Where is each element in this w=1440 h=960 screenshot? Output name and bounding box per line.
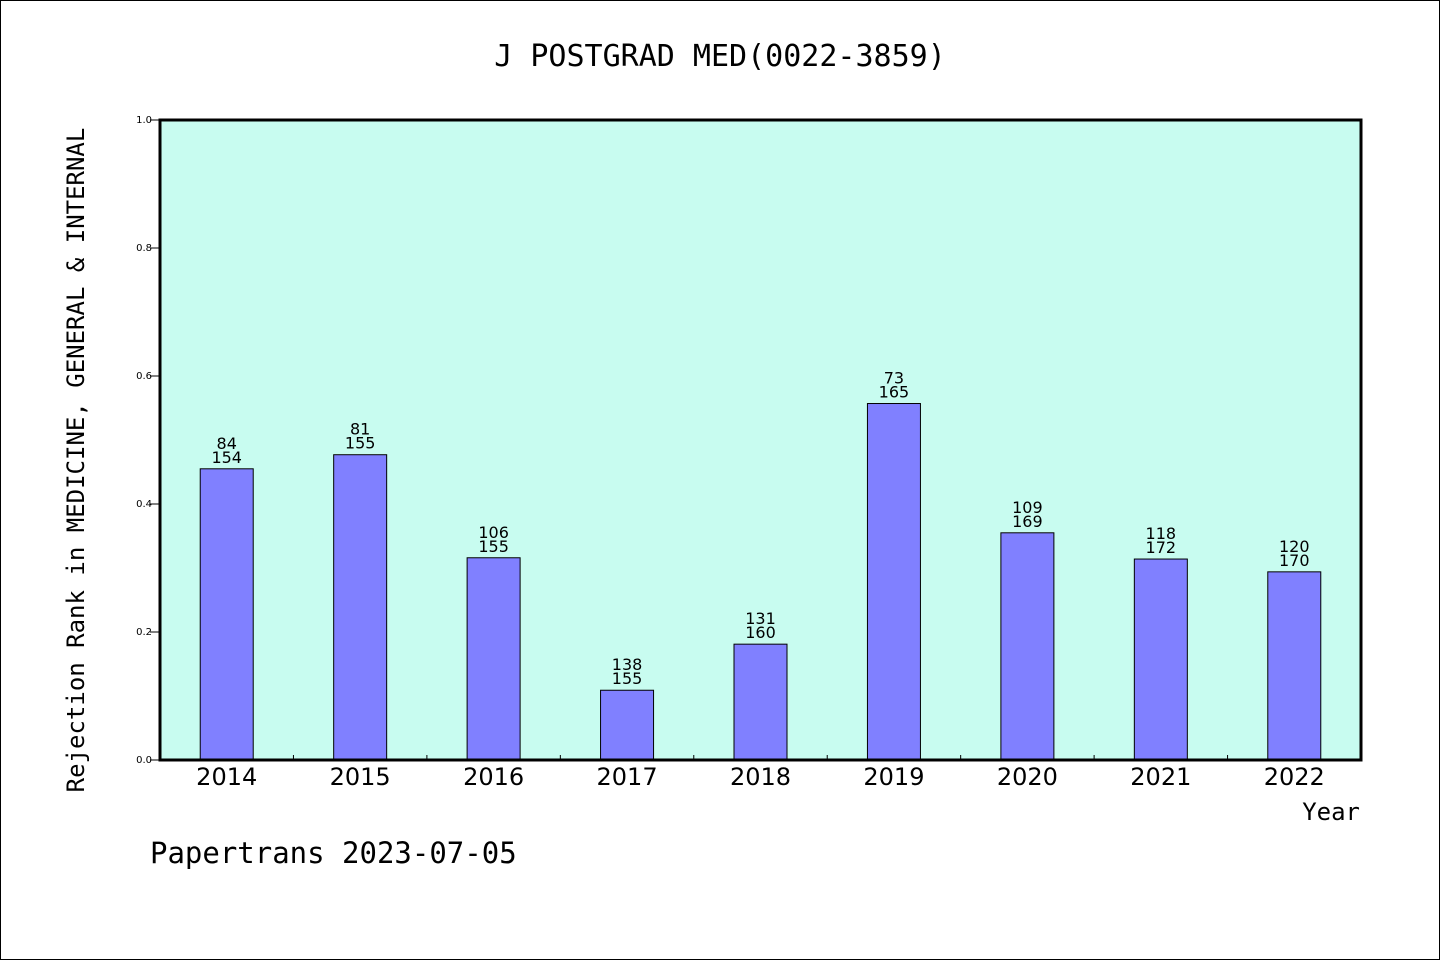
bar-label-bottom: 155 — [612, 669, 643, 688]
y-tick-label: 0.6 — [136, 371, 152, 382]
y-tick-label: 0.8 — [136, 243, 152, 254]
bar-label-bottom: 155 — [478, 537, 509, 556]
bar-2014 — [199, 468, 254, 761]
bar-label-bottom: 155 — [345, 434, 376, 453]
plot-border — [158, 118, 1363, 762]
x-axis-ticks: 2014 2015 2016 2017 2018 2019 2020 2021 2022 — [196, 755, 1325, 791]
bar-label-top: 84 — [217, 434, 237, 453]
bar-label-bottom: 154 — [211, 448, 242, 467]
y-tick-label: 0.2 — [136, 627, 152, 638]
bar-2020 — [1000, 532, 1055, 761]
x-tick-label: 2015 — [330, 763, 391, 791]
x-axis-label: Year — [1302, 798, 1360, 826]
bars — [199, 403, 1322, 761]
bar-label-top: 109 — [1012, 498, 1043, 517]
bar-2015 — [333, 454, 388, 761]
bar-label-bottom: 165 — [879, 383, 910, 402]
bar-2022 — [1267, 571, 1322, 761]
bar-label-bottom: 172 — [1146, 538, 1177, 557]
bar-labels: 8415481155106155138155131160731651091691… — [211, 369, 1309, 689]
y-tick-label: 0.0 — [136, 755, 152, 766]
chart-title: J POSTGRAD MED(0022-3859) — [494, 39, 946, 74]
bar-label-top: 138 — [612, 655, 643, 674]
y-tick-label: 0.4 — [136, 499, 152, 510]
x-tick-label: 2018 — [730, 763, 791, 791]
x-tick-label: 2022 — [1264, 763, 1325, 791]
bar-label-bottom: 160 — [745, 623, 776, 642]
bar-label-bottom: 170 — [1279, 551, 1310, 570]
y-tick-label: 1.0 — [136, 115, 152, 126]
bar-2019 — [866, 403, 921, 761]
x-tick-label: 2016 — [463, 763, 524, 791]
bar-2017 — [600, 689, 655, 761]
bar-label-top: 73 — [884, 369, 904, 388]
bar-label-top: 118 — [1146, 524, 1177, 543]
x-tick-label: 2021 — [1130, 763, 1191, 791]
bar-2021 — [1133, 558, 1188, 761]
bar-label-top: 131 — [745, 609, 776, 628]
x-tick-label: 2020 — [997, 763, 1058, 791]
bar-label-top: 106 — [478, 523, 509, 542]
bar-label-top: 81 — [350, 420, 370, 439]
y-axis-ticks: 0.0 0.2 0.4 0.6 0.8 1.0 — [136, 115, 160, 766]
bar-label-top: 120 — [1279, 537, 1310, 556]
x-tick-label: 2017 — [597, 763, 658, 791]
x-tick-label: 2014 — [196, 763, 257, 791]
bar-2016 — [466, 557, 521, 761]
x-tick-label: 2019 — [863, 763, 924, 791]
bar-2018 — [733, 643, 788, 761]
footer-text: Papertrans 2023-07-05 — [150, 836, 517, 870]
y-axis-label: Rejection Rank in MEDICINE, GENERAL & IN… — [62, 128, 90, 793]
bar-label-bottom: 169 — [1012, 512, 1043, 531]
